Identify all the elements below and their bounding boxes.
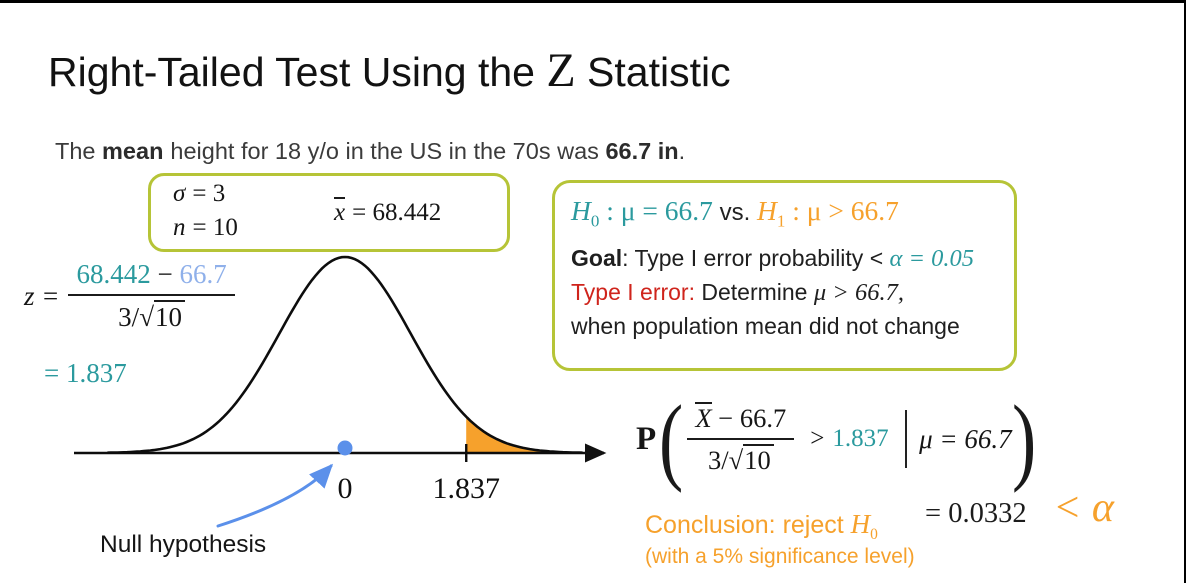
- normal-distribution-chart: 0 1.837: [74, 255, 607, 528]
- goal-line: Goal: Type I error probability < α = 0.0…: [571, 244, 975, 272]
- conclusion-text: Conclusion: reject H0: [645, 509, 878, 543]
- mean-emphasis: mean: [102, 138, 164, 164]
- vs-text: vs.: [712, 199, 757, 226]
- alpha-level: α = 0.05: [889, 244, 975, 272]
- condition: μ = 66.7: [919, 423, 1012, 454]
- z-fraction: 68.442 − 66.7 3/√10: [68, 259, 235, 333]
- zero-label: 0: [338, 472, 353, 505]
- null-hypothesis-label: Null hypothesis: [100, 531, 267, 558]
- z-result: = 1.837: [44, 358, 127, 388]
- close-paren: ): [1011, 385, 1036, 493]
- critical-value-label: 1.837: [432, 472, 500, 505]
- x-bar-capital: X: [695, 402, 712, 433]
- title-text-1: Right-Tailed Test Using the: [48, 49, 547, 95]
- p-symbol: P: [636, 420, 657, 457]
- open-paren: (: [659, 385, 684, 493]
- sigma-value: σ = 3: [173, 180, 226, 207]
- z-symbol: Z: [546, 44, 576, 97]
- radical-icon: √: [728, 445, 744, 475]
- conditional-bar: [904, 410, 908, 468]
- type1-error-line-2: when population mean did not change: [571, 313, 960, 340]
- z-lhs: z =: [24, 280, 60, 311]
- type1-error-label: Type I error:: [571, 278, 695, 305]
- parameter-box: σ = 3 n = 10 x = 68.442: [148, 173, 510, 252]
- h1-statement: H1 : μ > 66.7: [756, 195, 899, 231]
- radical-icon: √: [139, 302, 155, 332]
- subtitle: The mean height for 18 y/o in the US in t…: [55, 138, 686, 164]
- n-value: n = 10: [173, 214, 238, 241]
- value-emphasis: 66.7 in: [605, 138, 679, 164]
- type1-error-line: Type I error: Determine μ > 66.7,: [571, 278, 904, 306]
- xbar-value: x = 68.442: [334, 197, 442, 226]
- p-value: = 0.0332: [925, 498, 1027, 529]
- probability-expression: P ( X − 66.7 3/√10 > 1.837 μ = 66.7 ): [636, 385, 1036, 493]
- x-bar-symbol: x: [334, 197, 346, 226]
- page-title: Right-Tailed Test Using the Z Statistic: [48, 43, 731, 98]
- hypothesis-box: H0 : μ = 66.7 vs. H1 : μ > 66.7 Goal: Ty…: [552, 180, 1017, 371]
- alpha-comparison: < α: [1053, 485, 1114, 531]
- null-mean-dot: [337, 440, 353, 456]
- shaded-tail: [466, 416, 567, 453]
- null-hypothesis-arrow: [216, 463, 334, 528]
- hypotheses-line: H0 : μ = 66.7 vs. H1 : μ > 66.7: [571, 195, 998, 232]
- greater-than: >: [810, 425, 825, 452]
- z-formula: z = 68.442 − 66.7 3/√10: [24, 259, 235, 333]
- title-text-2: Statistic: [575, 49, 731, 95]
- normal-curve: [107, 255, 583, 454]
- prob-fraction: X − 66.7 3/√10: [687, 402, 795, 476]
- significance-note: (with a 5% significance level): [645, 545, 915, 568]
- critical-value: 1.837: [832, 425, 889, 452]
- h0-statement: H0 : μ = 66.7: [571, 195, 713, 231]
